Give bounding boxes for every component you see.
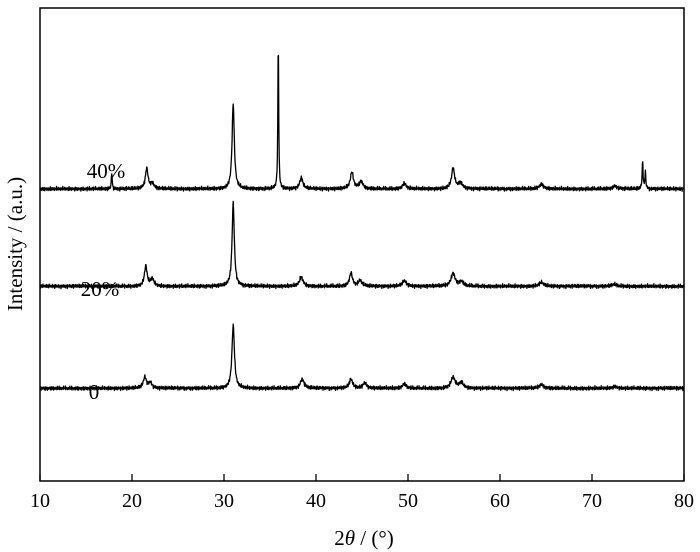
series-line-3 xyxy=(39,54,685,192)
series-line-1 xyxy=(39,323,685,392)
x-axis-ticks: 10 20 30 40 50 60 70 80 xyxy=(30,474,694,512)
plot-frame xyxy=(39,7,685,482)
x-tick-label: 80 xyxy=(674,490,694,512)
series-labels: 0 20% 40% xyxy=(81,159,126,404)
x-tick-label: 50 xyxy=(398,490,418,512)
series-label: 20% xyxy=(81,277,120,301)
x-tick-label: 10 xyxy=(30,490,50,512)
series-label: 0 xyxy=(89,380,100,404)
x-axis-title: 2θ / (°) xyxy=(334,526,394,550)
series-line-2 xyxy=(39,200,685,290)
y-axis-title: Intensity / (a.u.) xyxy=(3,177,27,311)
x-tick-label: 70 xyxy=(582,490,602,512)
x-tick-label: 20 xyxy=(122,490,142,512)
x-tick-label: 60 xyxy=(490,490,510,512)
series-layer xyxy=(39,54,685,392)
x-tick-label: 30 xyxy=(214,490,234,512)
series-label: 40% xyxy=(87,159,126,183)
x-tick-label: 40 xyxy=(306,490,326,512)
